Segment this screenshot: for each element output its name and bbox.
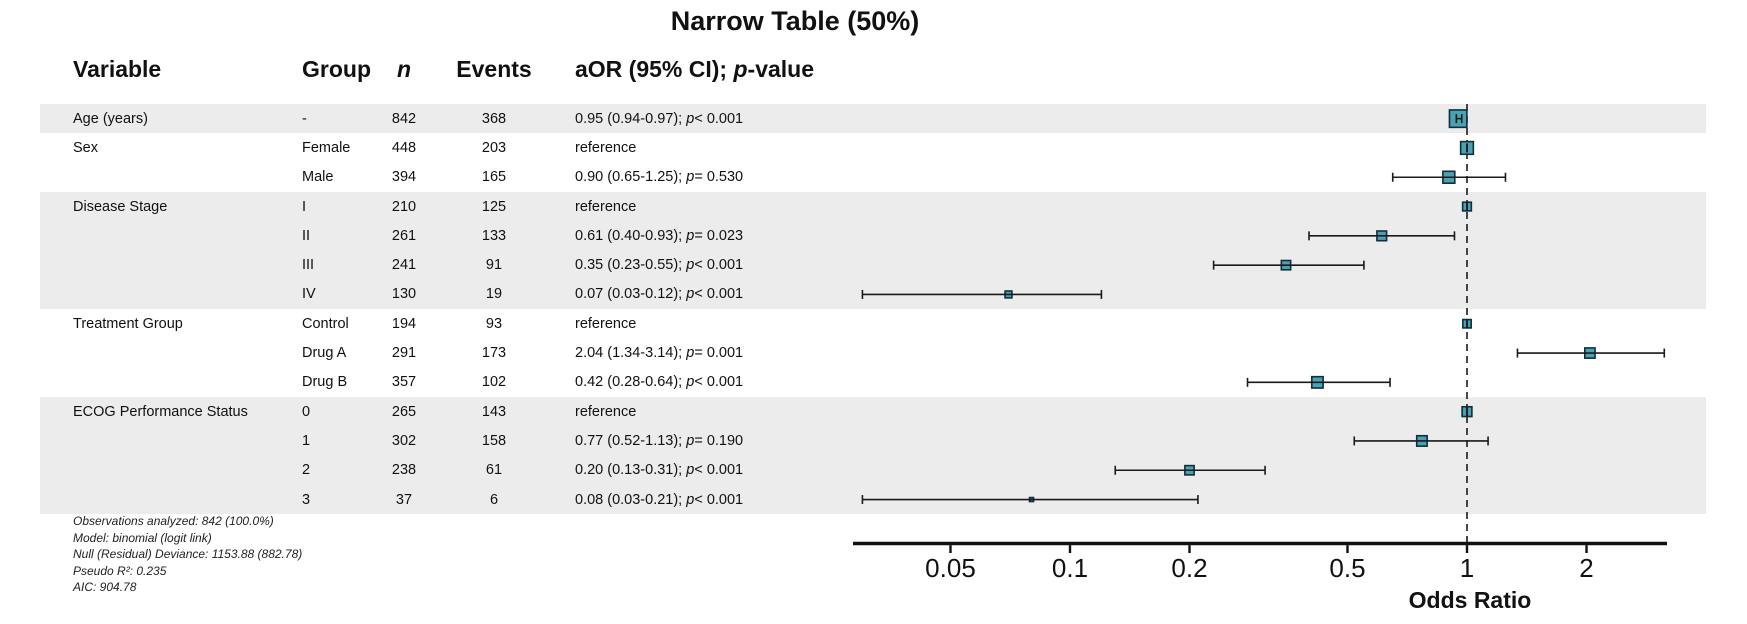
cell-n: 238 — [391, 462, 417, 479]
cell-events: 93 — [485, 315, 503, 332]
cell-events: 158 — [481, 432, 507, 449]
cell-events: 133 — [481, 227, 507, 244]
cell-group: I — [302, 198, 307, 215]
table-row: Drug A 291 173 2.04 (1.34-3.14); p = 0.001 — [0, 338, 1747, 367]
page-title: Narrow Table (50%) — [670, 6, 920, 36]
cell-n: 130 — [391, 286, 417, 303]
shaded-row-band — [40, 191, 1706, 310]
cell-aor-ci-pvalue: reference — [575, 315, 637, 332]
cell-events: 165 — [481, 169, 507, 186]
table-row: Age (years) - 842 368 0.95 (0.94-0.97); p < … — [0, 104, 1747, 133]
cell-aor-ci-pvalue: 0.07 (0.03-0.12); p < 0.001 — [575, 286, 744, 303]
cell-variable: Sex — [73, 139, 98, 156]
cell-group: IV — [302, 286, 316, 303]
x-axis-title: Odds Ratio — [1409, 587, 1532, 613]
cell-events: 125 — [481, 198, 507, 215]
cell-n: 448 — [391, 139, 417, 156]
cell-events: 19 — [485, 286, 503, 303]
table-row: Sex Female 448 203 reference — [0, 133, 1747, 162]
footnote-line: Model: binomial (logit link) — [73, 530, 212, 545]
cell-variable: Disease Stage — [73, 198, 168, 215]
cell-n: 357 — [391, 374, 417, 391]
x-tick-label: 0.05 — [925, 553, 976, 583]
cell-group: - — [302, 110, 307, 127]
table-row: 1 302 158 0.77 (0.52-1.13); p = 0.190 — [0, 426, 1747, 455]
cell-aor-ci-pvalue: 0.77 (0.52-1.13); p = 0.190 — [575, 432, 744, 449]
table-row: ECOG Performance Status 0 265 143 reference — [0, 397, 1747, 426]
x-tick-label: 1 — [1460, 553, 1474, 583]
x-tick-label: 0.2 — [1171, 553, 1207, 583]
cell-group: Drug A — [302, 345, 347, 362]
cell-group: 3 — [302, 491, 311, 508]
cell-group: 0 — [302, 403, 311, 420]
cell-n: 261 — [391, 227, 417, 244]
cell-n: 302 — [391, 432, 417, 449]
cell-events: 91 — [485, 257, 503, 274]
table-row: Disease Stage I 210 125 reference — [0, 192, 1747, 221]
column-header-events: Events — [456, 56, 532, 82]
footnote-line: Pseudo R²: 0.235 — [73, 563, 167, 578]
cell-group: Female — [302, 139, 351, 156]
footnote-line: Null (Residual) Deviance: 1153.88 (882.7… — [73, 547, 303, 562]
table-row: 2 238 61 0.20 (0.13-0.31); p < 0.001 — [0, 456, 1747, 485]
x-tick-label: 2 — [1579, 553, 1593, 583]
cell-aor-ci-pvalue: reference — [575, 403, 637, 420]
cell-group: II — [302, 227, 311, 244]
model-footnotes: Observations analyzed: 842 (100.0%) Model… — [73, 513, 302, 596]
cell-variable: Age (years) — [73, 110, 148, 127]
shaded-row-band — [40, 397, 1706, 515]
cell-group: 1 — [302, 432, 311, 449]
cell-aor-ci-pvalue: 0.20 (0.13-0.31); p < 0.001 — [575, 462, 744, 479]
table-row: 3 37 6 0.08 (0.03-0.21); p < 0.001 — [0, 485, 1747, 514]
cell-n: 210 — [391, 198, 417, 215]
cell-aor-ci-pvalue: 0.08 (0.03-0.21); p < 0.001 — [575, 491, 744, 508]
cell-aor-ci-pvalue: reference — [575, 198, 637, 215]
cell-events: 61 — [485, 462, 503, 479]
cell-n: 265 — [391, 403, 417, 420]
cell-aor-ci-pvalue: 0.90 (0.65-1.25); p = 0.530 — [575, 169, 744, 186]
column-header-group: Group — [302, 56, 371, 82]
column-header-variable: Variable — [73, 56, 162, 82]
cell-aor-ci-pvalue: 0.95 (0.94-0.97); p < 0.001 — [575, 110, 744, 127]
x-tick-label: 0.1 — [1052, 553, 1088, 583]
cell-variable: Treatment Group — [73, 315, 183, 332]
cell-aor-ci-pvalue: 0.42 (0.28-0.64); p < 0.001 — [575, 374, 744, 391]
cell-events: 368 — [481, 110, 507, 127]
cell-events: 102 — [481, 374, 507, 391]
column-header-aor-ci-pvalue: aOR (95% CI); p-value — [575, 56, 815, 82]
cell-aor-ci-pvalue: 2.04 (1.34-3.14); p = 0.001 — [575, 345, 744, 362]
cell-group: III — [302, 257, 315, 274]
cell-n: 37 — [395, 491, 413, 508]
table-row: Treatment Group Control 194 93 reference — [0, 309, 1747, 338]
table-row: II 261 133 0.61 (0.40-0.93); p = 0.023 — [0, 221, 1747, 250]
cell-n: 194 — [391, 315, 417, 332]
table-row: III 241 91 0.35 (0.23-0.55); p < 0.001 — [0, 251, 1747, 280]
shaded-row-band — [40, 104, 1706, 134]
cell-n: 291 — [391, 345, 417, 362]
cell-group: Drug B — [302, 374, 348, 391]
cell-aor-ci-pvalue: 0.35 (0.23-0.55); p < 0.001 — [575, 257, 744, 274]
cell-group: 2 — [302, 462, 311, 479]
table-row: Drug B 357 102 0.42 (0.28-0.64); p < 0.001 — [0, 368, 1747, 397]
cell-events: 173 — [481, 345, 507, 362]
footnote-line: Observations analyzed: 842 (100.0%) — [73, 514, 274, 528]
table-row: IV 130 19 0.07 (0.03-0.12); p < 0.001 — [0, 280, 1747, 309]
cell-n: 394 — [391, 169, 417, 186]
cell-n: 241 — [391, 257, 417, 274]
table-row: Male 394 165 0.90 (0.65-1.25); p = 0.530 — [0, 163, 1747, 192]
cell-aor-ci-pvalue: 0.61 (0.40-0.93); p = 0.023 — [575, 227, 744, 244]
cell-events: 143 — [481, 403, 507, 420]
x-tick-label: 0.5 — [1329, 553, 1365, 583]
cell-events: 6 — [489, 491, 499, 508]
cell-variable: ECOG Performance Status — [73, 403, 248, 420]
cell-events: 203 — [481, 139, 507, 156]
cell-group: Control — [302, 315, 349, 332]
cell-n: 842 — [391, 110, 417, 127]
cell-group: Male — [302, 169, 334, 186]
footnote-line: AIC: 904.78 — [73, 580, 137, 595]
column-header-n: n — [396, 56, 412, 82]
cell-aor-ci-pvalue: reference — [575, 139, 637, 156]
